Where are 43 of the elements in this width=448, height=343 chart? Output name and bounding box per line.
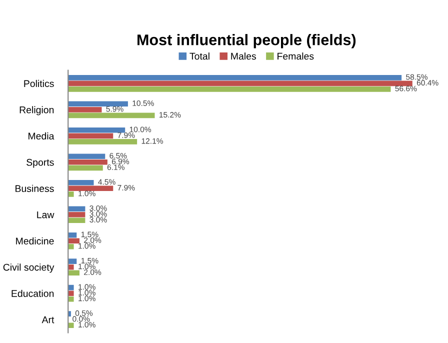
bar — [68, 165, 103, 171]
y-tick-label: Civil society — [3, 264, 54, 273]
bar — [68, 218, 86, 224]
chart-title: Most influential people (fields) — [138, 34, 356, 48]
bar — [68, 206, 86, 212]
bar — [68, 238, 80, 244]
bar — [68, 290, 74, 296]
y-tick-label: Business — [16, 184, 54, 192]
bar — [68, 192, 74, 197]
legend-label: Females — [278, 52, 314, 60]
y-tick-label: Education — [12, 290, 54, 297]
bar — [68, 180, 94, 186]
bar — [68, 296, 74, 302]
bar — [68, 160, 108, 165]
bar — [68, 75, 402, 80]
bar — [68, 232, 77, 238]
bar — [68, 212, 86, 218]
y-tick-label: Law — [37, 211, 54, 218]
legend-label: Total — [190, 52, 210, 60]
bar — [68, 107, 102, 112]
bar — [68, 244, 74, 250]
bar — [68, 139, 138, 144]
bar — [68, 80, 412, 86]
y-tick-label: Art — [42, 316, 54, 324]
y-tick-label: Politics — [24, 80, 54, 88]
bar — [68, 258, 77, 264]
bar — [68, 322, 74, 328]
bar — [68, 133, 114, 139]
bar — [68, 311, 71, 316]
bar — [68, 101, 128, 107]
bar — [68, 270, 80, 276]
bar — [68, 86, 391, 92]
legend-label: Males — [231, 52, 256, 60]
y-tick-label: Religion — [20, 106, 54, 116]
y-tick-label: Medicine — [16, 237, 54, 244]
bar — [68, 284, 74, 290]
bar — [68, 112, 155, 118]
y-tick-label: Sports — [26, 158, 54, 168]
bar — [68, 154, 106, 160]
bar — [68, 186, 114, 192]
bar — [68, 127, 126, 133]
y-tick-label: Media — [28, 132, 54, 140]
bar — [68, 264, 74, 270]
